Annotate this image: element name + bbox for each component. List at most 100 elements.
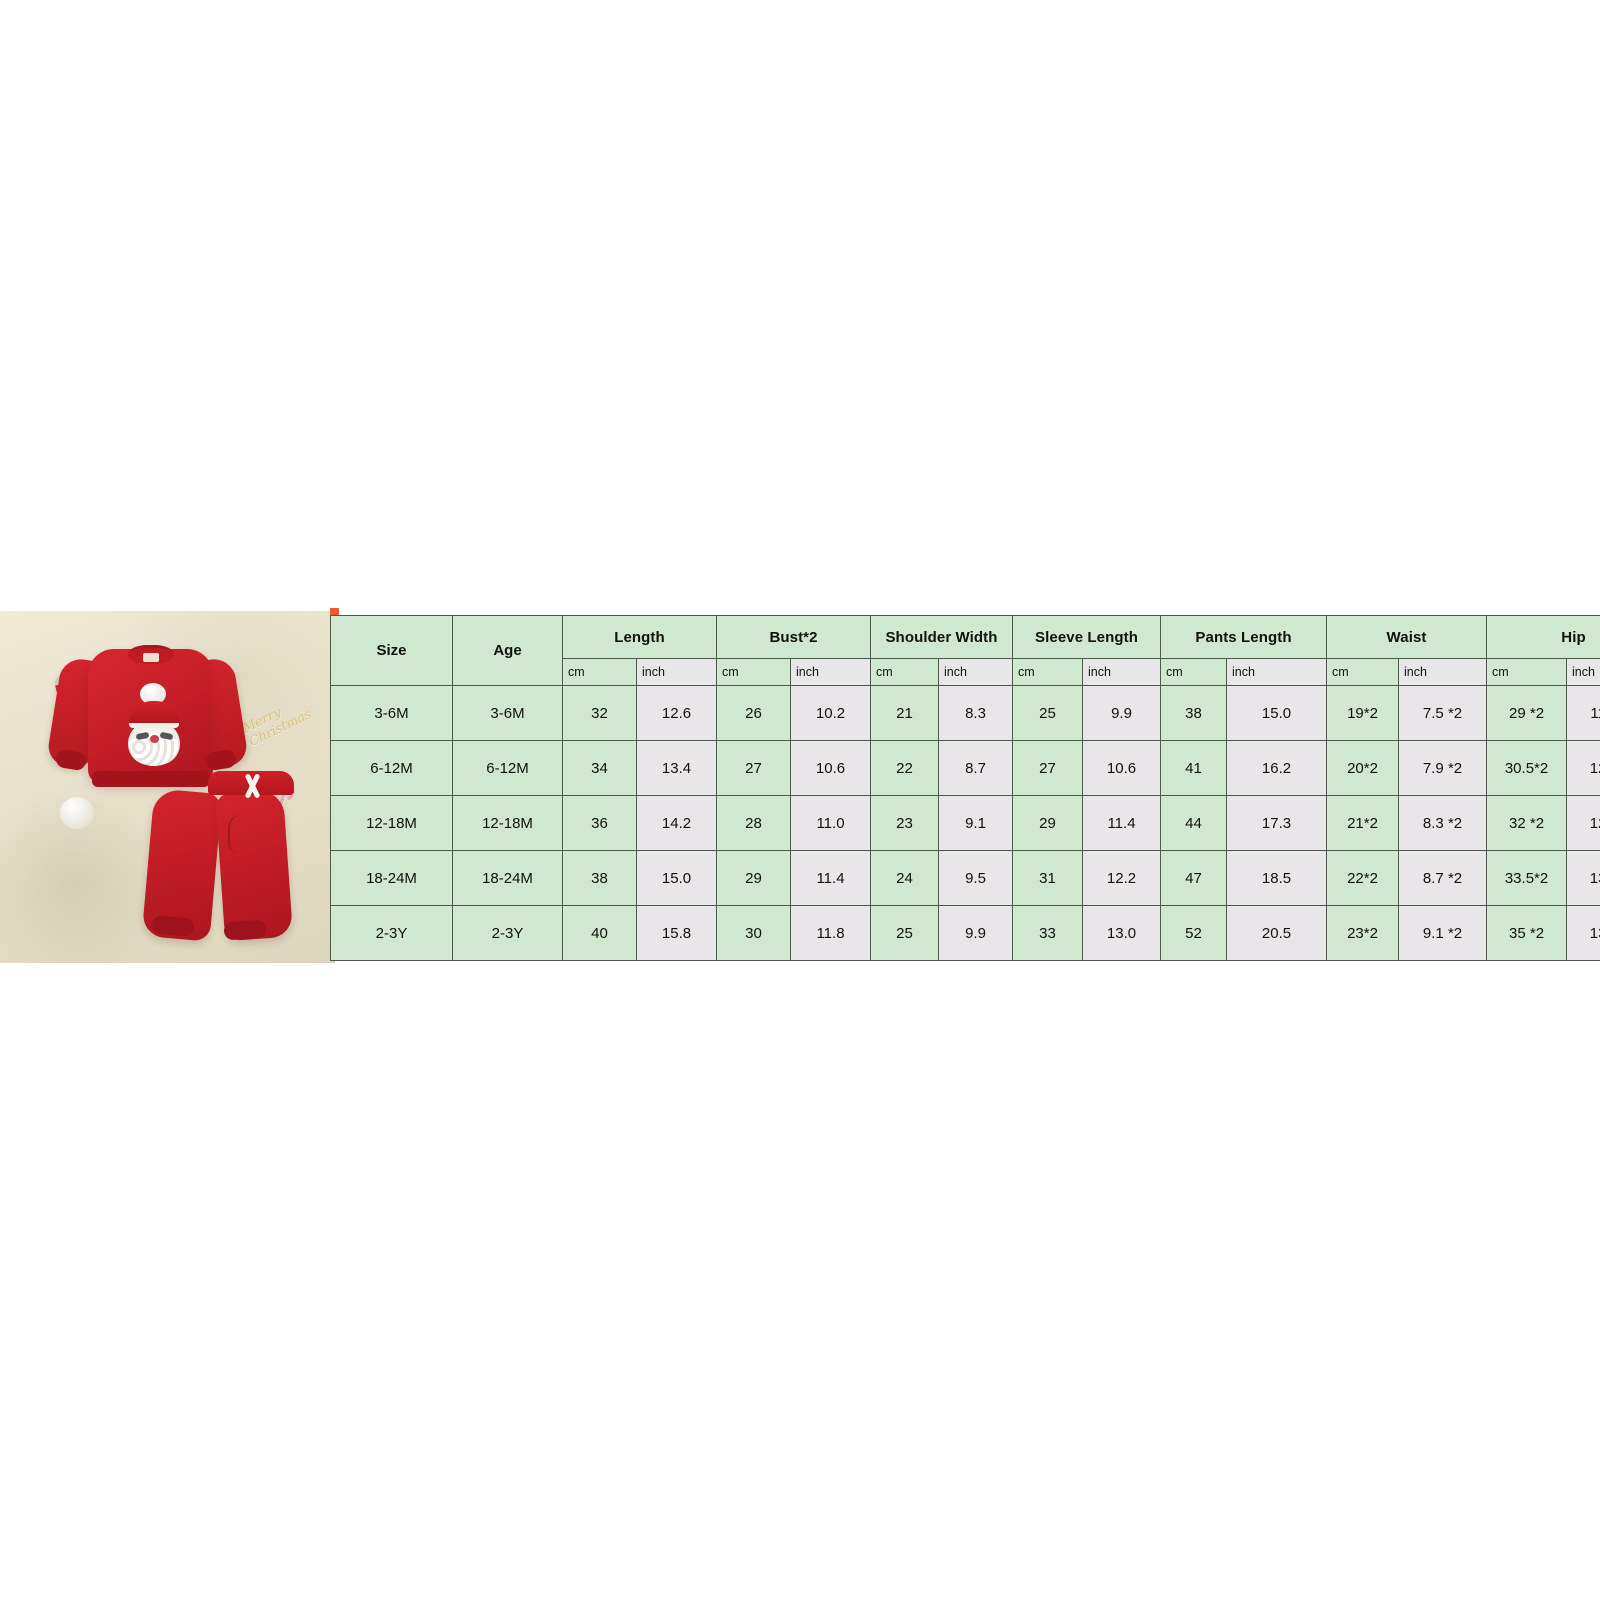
header-waist: Waist: [1326, 615, 1488, 659]
cell-length-cm: 38: [562, 850, 637, 906]
cell-pants-cm: 41: [1160, 740, 1227, 796]
unit-pants-cm: cm: [1160, 658, 1227, 686]
table-row: 12-18M 12-18M 36 14.2 28 11.0 23 9.1 29 …: [330, 795, 1600, 851]
cell-shoulder-cm: 25: [870, 905, 939, 961]
cell-shoulder-inch: 9.1: [938, 795, 1013, 851]
cell-length-cm: 32: [562, 685, 637, 741]
unit-sleeve-cm: cm: [1012, 658, 1083, 686]
pants-pocket: [228, 813, 264, 853]
cell-bust-cm: 29: [716, 850, 791, 906]
header-size: Size: [330, 615, 453, 686]
cell-sleeve-cm: 27: [1012, 740, 1083, 796]
cell-waist-inch: 7.9 *2: [1398, 740, 1488, 796]
cell-age: 12-18M: [452, 795, 563, 851]
unit-length-cm: cm: [562, 658, 637, 686]
cell-waist-inch: 9.1 *2: [1398, 905, 1488, 961]
pants-right-leg: [214, 788, 294, 942]
cell-length-cm: 34: [562, 740, 637, 796]
cell-bust-inch: 11.4: [790, 850, 871, 906]
unit-shoulder-cm: cm: [870, 658, 939, 686]
cell-pants-inch: 15.0: [1225, 685, 1328, 741]
cell-bust-cm: 28: [716, 795, 791, 851]
cell-sleeve-inch: 11.4: [1082, 795, 1161, 851]
cell-bust-cm: 26: [716, 685, 791, 741]
cell-waist-inch: 8.7 *2: [1398, 850, 1488, 906]
cell-hip-inch: 13.8 *2: [1566, 905, 1600, 961]
cell-hip-inch: 12.0 *2: [1566, 740, 1600, 796]
header-hip: Hip: [1486, 615, 1600, 659]
cell-length-inch: 14.2: [636, 795, 717, 851]
cell-bust-inch: 10.6: [790, 740, 871, 796]
unit-waist-inch: inch: [1398, 658, 1488, 686]
cell-hip-inch: 12.6 *2: [1566, 795, 1600, 851]
cell-shoulder-cm: 23: [870, 795, 939, 851]
cell-pants-inch: 17.3: [1225, 795, 1328, 851]
cell-shoulder-inch: 8.7: [938, 740, 1013, 796]
unit-length-inch: inch: [636, 658, 717, 686]
table-row: 2-3Y 2-3Y 40 15.8 30 11.8 25 9.9 33 13.0…: [330, 905, 1600, 961]
santa-applique-pompom: [140, 683, 166, 705]
header-bust: Bust*2: [716, 615, 871, 659]
cell-waist-inch: 7.5 *2: [1398, 685, 1488, 741]
cell-hip-inch: 11.4 *2: [1566, 685, 1600, 741]
cell-length-inch: 13.4: [636, 740, 717, 796]
cell-length-inch: 15.8: [636, 905, 717, 961]
cell-sleeve-cm: 31: [1012, 850, 1083, 906]
cell-hip-inch: 13.2 *2: [1566, 850, 1600, 906]
size-chart-table: Size Age Length Bust*2 Shoulder Width Sl…: [330, 615, 1600, 961]
table-corner-marker: [330, 608, 339, 616]
sweater-hem: [92, 771, 210, 787]
cell-waist-cm: 21*2: [1326, 795, 1400, 851]
cell-pants-cm: 38: [1160, 685, 1227, 741]
cell-sleeve-inch: 12.2: [1082, 850, 1161, 906]
cell-shoulder-inch: 9.5: [938, 850, 1013, 906]
cell-age: 2-3Y: [452, 905, 563, 961]
cell-bust-inch: 10.2: [790, 685, 871, 741]
pants-drawstring: [236, 773, 270, 799]
cell-age: 6-12M: [452, 740, 563, 796]
cell-shoulder-cm: 21: [870, 685, 939, 741]
cell-length-cm: 40: [562, 905, 637, 961]
cell-bust-inch: 11.8: [790, 905, 871, 961]
header-age: Age: [452, 615, 563, 686]
cell-hip-cm: 35 *2: [1486, 905, 1568, 961]
cell-sleeve-inch: 13.0: [1082, 905, 1161, 961]
cell-length-inch: 15.0: [636, 850, 717, 906]
cell-waist-cm: 19*2: [1326, 685, 1400, 741]
cell-length-cm: 36: [562, 795, 637, 851]
table-unit-row: cm inch cm inch cm inch cm inch cm inch …: [331, 658, 1600, 686]
cell-waist-cm: 23*2: [1326, 905, 1400, 961]
unit-waist-cm: cm: [1326, 658, 1400, 686]
cell-shoulder-inch: 8.3: [938, 685, 1013, 741]
santa-applique-nose: [150, 735, 159, 743]
cell-bust-cm: 30: [716, 905, 791, 961]
santa-applique-hat: [129, 701, 179, 728]
cell-pants-inch: 20.5: [1225, 905, 1328, 961]
cell-pants-inch: 18.5: [1225, 850, 1328, 906]
unit-bust-inch: inch: [790, 658, 871, 686]
pom-pom-prop: [60, 797, 94, 829]
cell-age: 18-24M: [452, 850, 563, 906]
cell-waist-cm: 20*2: [1326, 740, 1400, 796]
cell-hip-cm: 29 *2: [1486, 685, 1568, 741]
header-sleeve-length: Sleeve Length: [1012, 615, 1161, 659]
cell-length-inch: 12.6: [636, 685, 717, 741]
cell-waist-cm: 22*2: [1326, 850, 1400, 906]
unit-sleeve-inch: inch: [1082, 658, 1161, 686]
cell-size: 3-6M: [330, 685, 453, 741]
cell-sleeve-inch: 9.9: [1082, 685, 1161, 741]
cell-hip-cm: 32 *2: [1486, 795, 1568, 851]
cell-pants-cm: 52: [1160, 905, 1227, 961]
header-length: Length: [562, 615, 717, 659]
table-row: 18-24M 18-24M 38 15.0 29 11.4 24 9.5 31 …: [330, 850, 1600, 906]
unit-pants-inch: inch: [1225, 658, 1328, 686]
cell-pants-cm: 44: [1160, 795, 1227, 851]
cell-hip-cm: 33.5*2: [1486, 850, 1568, 906]
pants-right-ankle-cuff: [223, 919, 267, 941]
table-header-group-row: Size Age Length Bust*2 Shoulder Width Sl…: [330, 615, 1600, 686]
pants-left-ankle-cuff: [151, 915, 195, 937]
table-row: 6-12M 6-12M 34 13.4 27 10.6 22 8.7 27 10…: [330, 740, 1600, 796]
unit-shoulder-inch: inch: [938, 658, 1013, 686]
cell-size: 6-12M: [330, 740, 453, 796]
cell-size: 18-24M: [330, 850, 453, 906]
